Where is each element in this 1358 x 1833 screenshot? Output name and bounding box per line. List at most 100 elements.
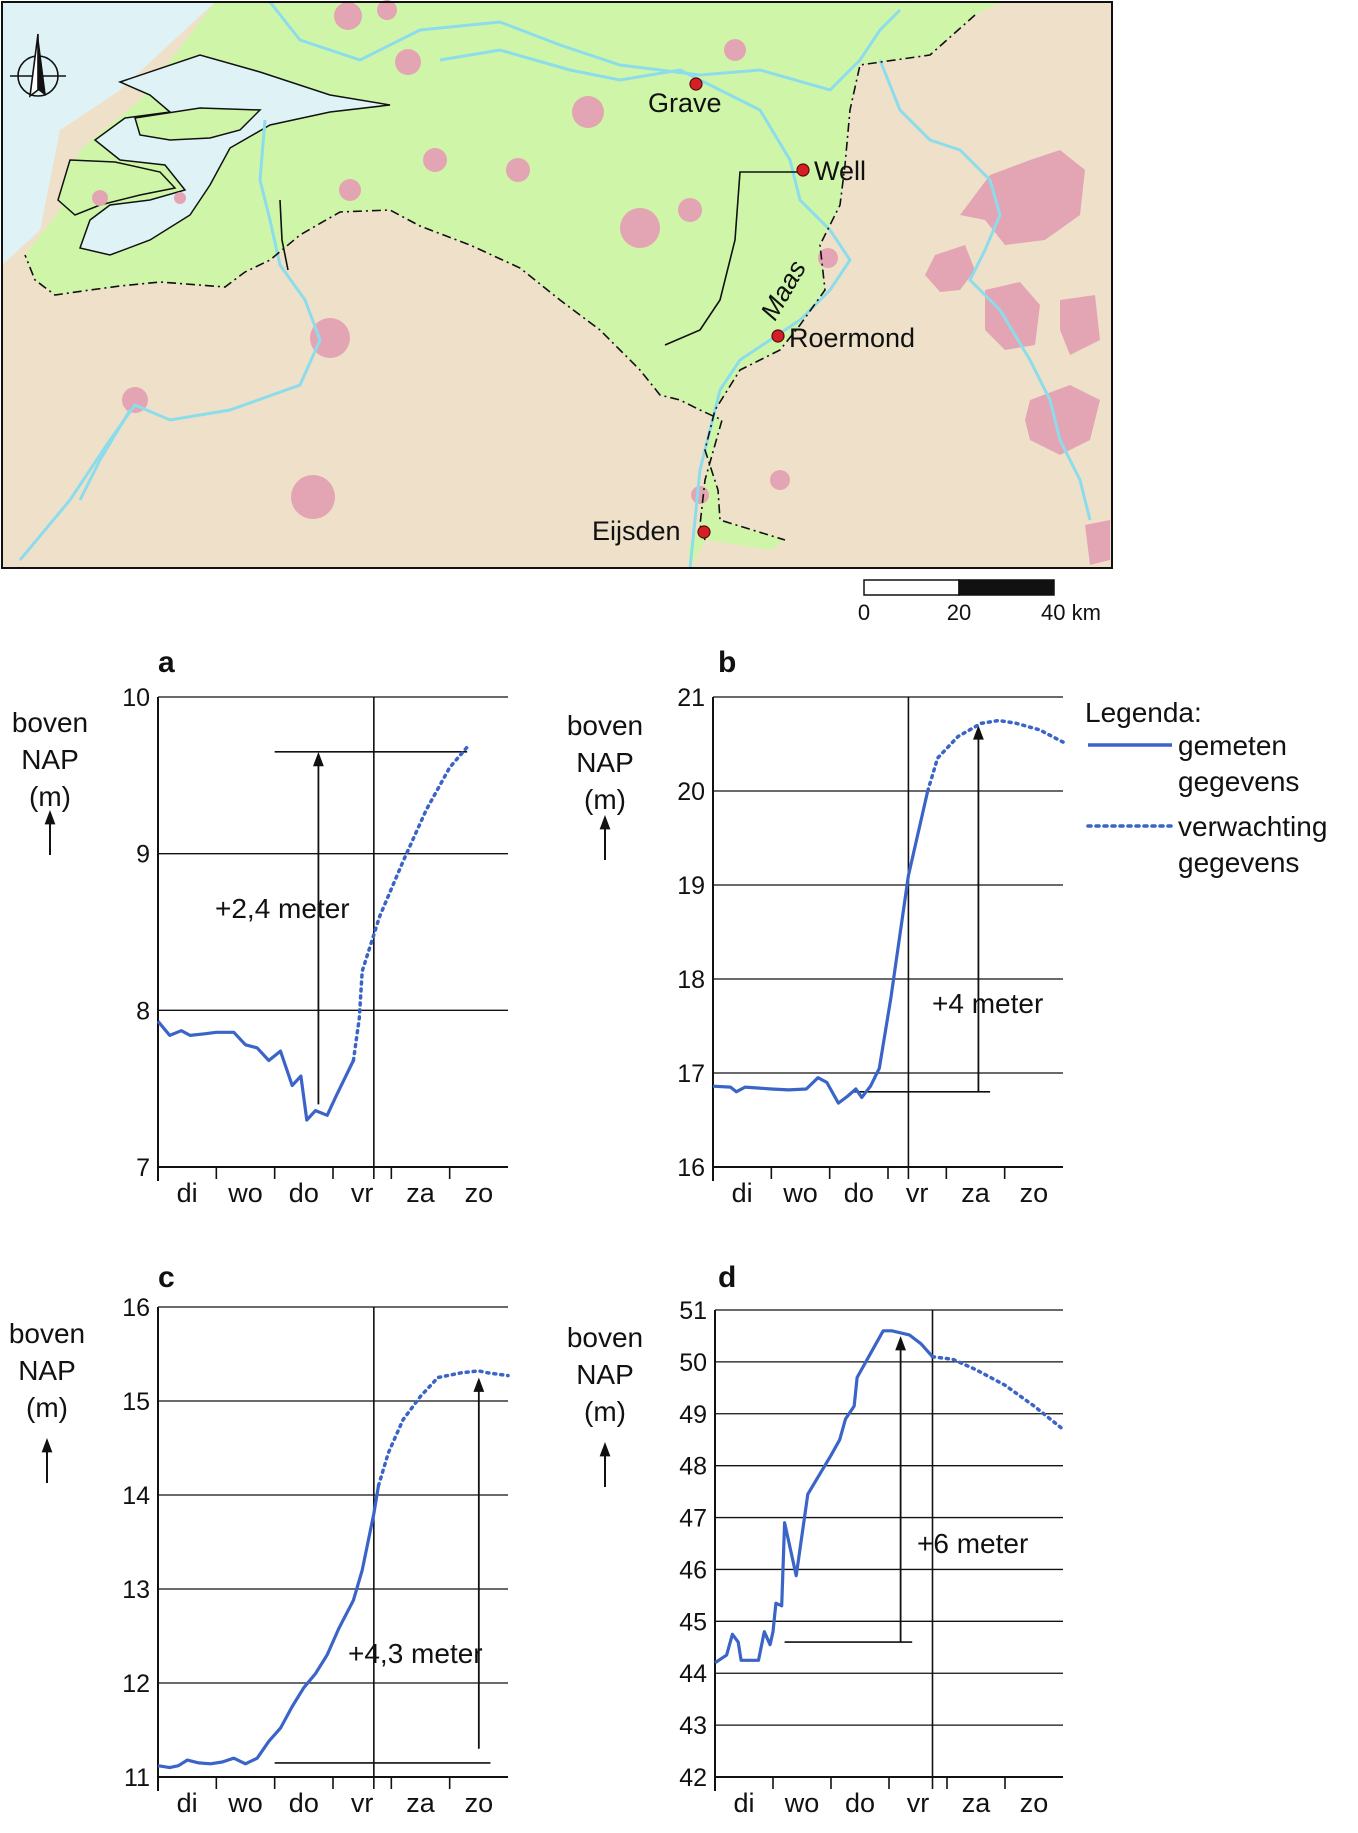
rise-annotation: +2,4 meter [215, 893, 350, 924]
place-marker-well [796, 163, 810, 177]
series-expected-line [376, 1369, 510, 1488]
y-tick-label: 21 [677, 684, 705, 712]
y-tick-label: 20 [677, 778, 705, 806]
y-tick-label: 47 [679, 1505, 707, 1533]
x-tick-label: wo [784, 1788, 820, 1818]
rise-arrow-head-icon [895, 1335, 906, 1351]
x-tick-label: di [177, 1788, 198, 1818]
rise-arrow-head-icon [473, 1377, 485, 1392]
y-tick-label: 16 [122, 1294, 150, 1322]
scale-bar-black [958, 579, 1055, 596]
map-island [57, 159, 177, 216]
legend-measured-line1: gemeten [1178, 730, 1287, 761]
city-large [1025, 385, 1100, 455]
map-sea [2, 2, 215, 265]
place-marker-roermond [771, 329, 785, 343]
river [878, 59, 1092, 521]
rise-annotation: +4 meter [932, 988, 1043, 1019]
x-tick-label: wo [227, 1788, 263, 1818]
x-tick-label: za [406, 1788, 436, 1818]
city [377, 0, 397, 20]
series-expected-line [930, 1354, 1065, 1432]
chart-panel-c: c boven NAP (m) 11 12 13 14 15 16 di wo do vr za zo +4,3… [9, 1261, 510, 1818]
y-tick-label: 13 [122, 1576, 150, 1604]
y-tick-label: 19 [677, 872, 705, 900]
x-tick-label: vr [351, 1178, 374, 1208]
map-netherlands [25, 2, 1000, 568]
river [78, 409, 132, 501]
y-axis-label: boven [12, 707, 88, 738]
city [572, 96, 604, 128]
scale-label-40km: 40 km [1041, 600, 1101, 625]
panel-letter: c [158, 1261, 175, 1294]
series-measured-line [156, 1020, 355, 1122]
y-tick-label: 8 [136, 997, 150, 1025]
y-tick-label: 46 [679, 1556, 707, 1584]
city-large [985, 282, 1040, 350]
rise-arrow-head-icon [313, 751, 324, 767]
y-tick-label: 15 [122, 1388, 150, 1416]
province-border [279, 199, 289, 271]
panel-letter: b [718, 646, 736, 679]
y-tick-label: 50 [679, 1349, 707, 1377]
compass-icon [10, 33, 66, 98]
legend-measured-line2: gegevens [1178, 766, 1299, 797]
place-label-well: Well [814, 156, 866, 186]
x-tick-label: za [961, 1178, 991, 1208]
x-tick-label: zo [465, 1178, 494, 1208]
x-tick-label: zo [465, 1788, 494, 1818]
x-tick-label: do [289, 1178, 319, 1208]
y-axis-arrow-head-icon [599, 1442, 611, 1457]
series-expected-line [925, 718, 1065, 793]
y-axis-arrow-head-icon [41, 1438, 53, 1453]
city-large [1060, 295, 1100, 355]
rise-annotation: +6 meter [917, 1528, 1028, 1559]
y-tick-label: 18 [677, 966, 705, 994]
scale-label-0: 0 [858, 600, 870, 625]
y-tick-label: 17 [677, 1060, 705, 1088]
place-label-grave: Grave [648, 88, 722, 118]
place-label-eijsden: Eijsden [592, 516, 681, 546]
panel-letter: a [158, 646, 175, 679]
city [92, 190, 108, 206]
city-large [1085, 520, 1110, 565]
scale-bar-white [863, 579, 960, 596]
y-axis-arrow-head-icon [44, 810, 56, 825]
y-tick-label: 9 [136, 841, 150, 869]
city [291, 475, 335, 519]
y-tick-label: 48 [679, 1453, 707, 1481]
y-tick-label: 49 [679, 1401, 707, 1429]
y-tick-label: 43 [679, 1712, 707, 1740]
river-maas [439, 48, 852, 569]
legend-expected-line2: gegevens [1178, 847, 1299, 878]
x-tick-label: zo [1020, 1788, 1049, 1818]
chart-panel-b: b boven NAP (m) 16 17 18 19 20 21 di wo do vr za zo +4 m… [567, 646, 1065, 1208]
y-axis-label: NAP [21, 744, 79, 775]
panel-letter: d [718, 1261, 736, 1294]
map-island [134, 107, 262, 141]
legend: Legenda: gemeten gegevens verwachting ge… [1085, 697, 1327, 878]
city [395, 49, 421, 75]
y-axis-label: boven [9, 1318, 85, 1349]
x-tick-label: wo [782, 1178, 818, 1208]
y-tick-label: 51 [679, 1297, 707, 1325]
province-border [664, 171, 800, 346]
city [678, 198, 702, 222]
x-tick-label: vr [351, 1788, 374, 1818]
x-tick-label: vr [907, 1788, 930, 1818]
legend-title: Legenda: [1085, 697, 1202, 728]
city [339, 179, 361, 201]
city [770, 470, 790, 490]
place-marker-grave [689, 77, 703, 91]
y-tick-label: 7 [136, 1154, 150, 1182]
y-tick-label: 14 [122, 1482, 150, 1510]
river [18, 119, 322, 561]
series-measured-line [714, 1329, 934, 1665]
x-tick-label: zo [1020, 1178, 1049, 1208]
city [310, 318, 350, 358]
map-frame [1, 1, 1113, 569]
city [174, 192, 186, 204]
y-axis-label: (m) [26, 1392, 68, 1423]
